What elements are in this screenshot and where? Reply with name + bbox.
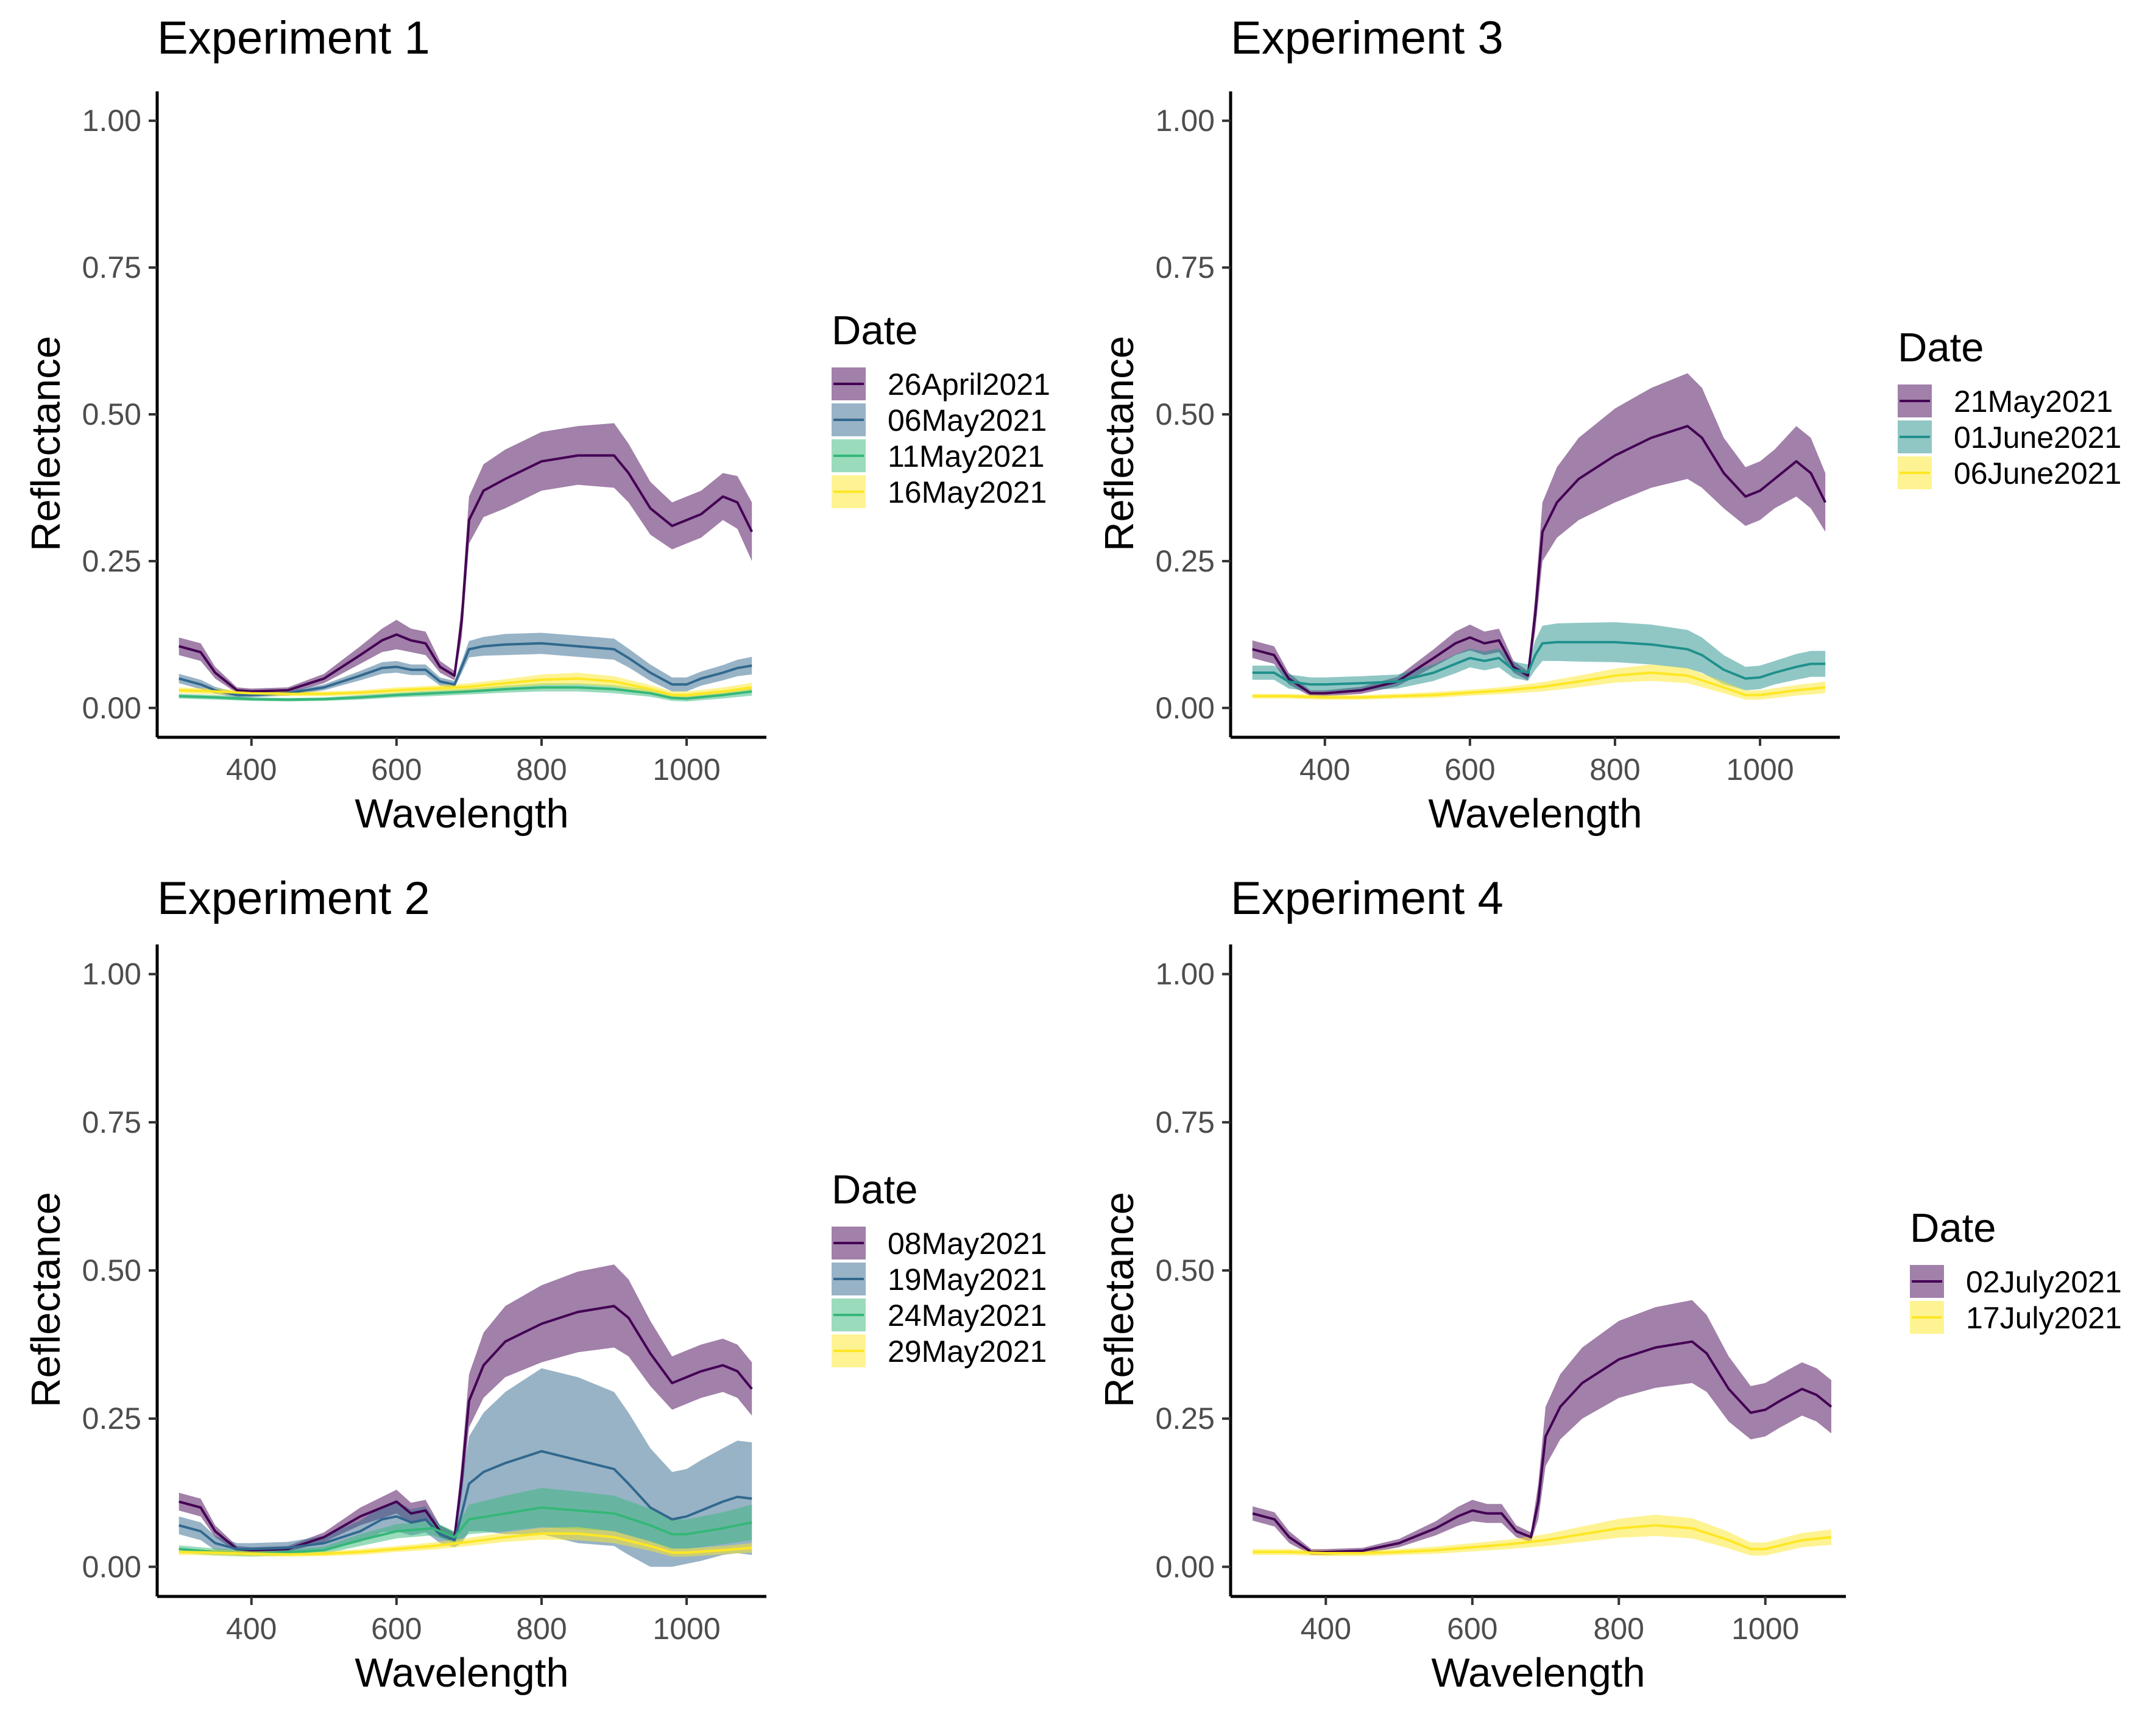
y-tick-label: 0.25 xyxy=(82,1401,141,1436)
y-tick-label: 0.25 xyxy=(1156,544,1215,578)
x-axis-title: Wavelength xyxy=(1431,1650,1645,1696)
x-tick-label: 400 xyxy=(226,753,277,787)
series-ribbon xyxy=(1253,1514,1831,1556)
chart-panel: Experiment 3 0.00 0.25 0.50 0.75 1.00 400 600 80… xyxy=(1097,12,2121,837)
x-tick-label: 1000 xyxy=(1731,1612,1799,1646)
x-axis-title: Wavelength xyxy=(355,1650,568,1696)
y-axis-title: Reflectance xyxy=(1097,1192,1142,1408)
y-tick-label: 0.00 xyxy=(1156,691,1215,725)
series-line xyxy=(178,1506,752,1555)
legend-label: 02July2021 xyxy=(1966,1265,2122,1299)
x-tick-label: 800 xyxy=(1594,1612,1644,1646)
y-tick-label: 0.00 xyxy=(82,691,141,725)
y-tick-label: 0.50 xyxy=(1156,397,1215,431)
series-line xyxy=(178,1532,752,1556)
legend-label: 24May2021 xyxy=(888,1298,1047,1333)
series-line xyxy=(1253,1524,1832,1554)
y-tick-label: 0.75 xyxy=(82,1105,141,1139)
x-tick-label: 400 xyxy=(1299,753,1350,787)
y-tick-label: 0.00 xyxy=(1156,1550,1215,1584)
legend-label: 01June2021 xyxy=(1954,420,2121,455)
legend-label: 17July2021 xyxy=(1966,1301,2122,1335)
chart-panel: Experiment 1 0.00 0.25 0.50 0.75 1.00 400 600 80… xyxy=(23,12,1050,837)
series-ribbon xyxy=(1252,622,1826,692)
chart-panel: Experiment 2 0.00 0.25 0.50 0.75 1.00 400 600 80… xyxy=(23,873,1047,1696)
y-tick-label: 1.00 xyxy=(1156,104,1215,138)
x-tick-label: 600 xyxy=(371,1612,422,1646)
legend-title: Date xyxy=(1898,325,1984,370)
legend: Date 26April202106May202111May202116May20… xyxy=(832,308,1050,509)
series-ribbon xyxy=(1252,664,1826,700)
series-line xyxy=(178,677,752,696)
legend-label: 19May2021 xyxy=(888,1263,1047,1297)
y-tick-label: 0.75 xyxy=(1156,250,1215,285)
series-ribbon xyxy=(1252,373,1826,696)
series-line xyxy=(178,454,753,693)
chart-title: Experiment 4 xyxy=(1231,873,1504,924)
x-tick-label: 1000 xyxy=(1726,753,1794,787)
y-tick-label: 0.75 xyxy=(82,250,141,285)
y-tick-label: 0.50 xyxy=(1156,1253,1215,1288)
y-tick-label: 1.00 xyxy=(82,104,141,138)
series-line xyxy=(178,1450,752,1551)
x-tick-label: 600 xyxy=(371,753,422,787)
legend-title: Date xyxy=(832,1167,918,1213)
x-tick-label: 1000 xyxy=(652,1612,720,1646)
legend-label: 11May2021 xyxy=(888,439,1045,473)
y-tick-label: 0.25 xyxy=(1156,1401,1215,1436)
x-tick-label: 600 xyxy=(1447,1612,1497,1646)
legend-label: 08May2021 xyxy=(888,1227,1047,1261)
x-tick-label: 800 xyxy=(516,1612,567,1646)
y-axis-title: Reflectance xyxy=(23,1192,69,1408)
x-tick-label: 1000 xyxy=(652,753,720,787)
y-axis-title: Reflectance xyxy=(23,336,69,551)
x-tick-label: 800 xyxy=(516,753,567,787)
series-ribbon xyxy=(178,1264,752,1553)
series-line xyxy=(1252,425,1826,695)
y-tick-label: 1.00 xyxy=(1156,957,1215,991)
y-axis-title: Reflectance xyxy=(1097,336,1142,551)
series-ribbon xyxy=(178,673,752,699)
y-tick-label: 0.75 xyxy=(1156,1105,1215,1139)
series-line xyxy=(1252,640,1826,686)
x-tick-label: 600 xyxy=(1444,753,1495,787)
x-tick-label: 400 xyxy=(226,1612,277,1646)
legend-label: 16May2021 xyxy=(888,475,1047,509)
chart-title: Experiment 2 xyxy=(157,873,430,924)
legend-label: 29May2021 xyxy=(888,1334,1047,1369)
y-tick-label: 0.00 xyxy=(82,1550,141,1584)
legend-label: 06June2021 xyxy=(1954,456,2121,491)
series-ribbon xyxy=(1253,1300,1831,1555)
x-axis-title: Wavelength xyxy=(1428,791,1642,837)
series-line xyxy=(1252,671,1826,699)
y-tick-label: 0.25 xyxy=(82,544,141,578)
y-tick-label: 1.00 xyxy=(82,957,141,991)
legend-title: Date xyxy=(832,308,918,353)
legend-label: 21May2021 xyxy=(1954,384,2113,419)
y-tick-label: 0.50 xyxy=(82,397,141,431)
series-line xyxy=(178,686,752,701)
series-line xyxy=(1252,1340,1833,1553)
x-axis-title: Wavelength xyxy=(355,791,568,837)
y-tick-label: 0.50 xyxy=(82,1253,141,1288)
x-tick-label: 800 xyxy=(1589,753,1640,787)
legend-label: 26April2021 xyxy=(888,367,1050,402)
legend-title: Date xyxy=(1910,1205,1996,1251)
chart-title: Experiment 1 xyxy=(157,12,430,64)
x-tick-label: 400 xyxy=(1301,1612,1351,1646)
chart-title: Experiment 3 xyxy=(1231,12,1504,64)
chart-panel: Experiment 4 0.00 0.25 0.50 0.75 1.00 400 600 80… xyxy=(1097,873,2122,1696)
legend-label: 06May2021 xyxy=(888,403,1047,437)
